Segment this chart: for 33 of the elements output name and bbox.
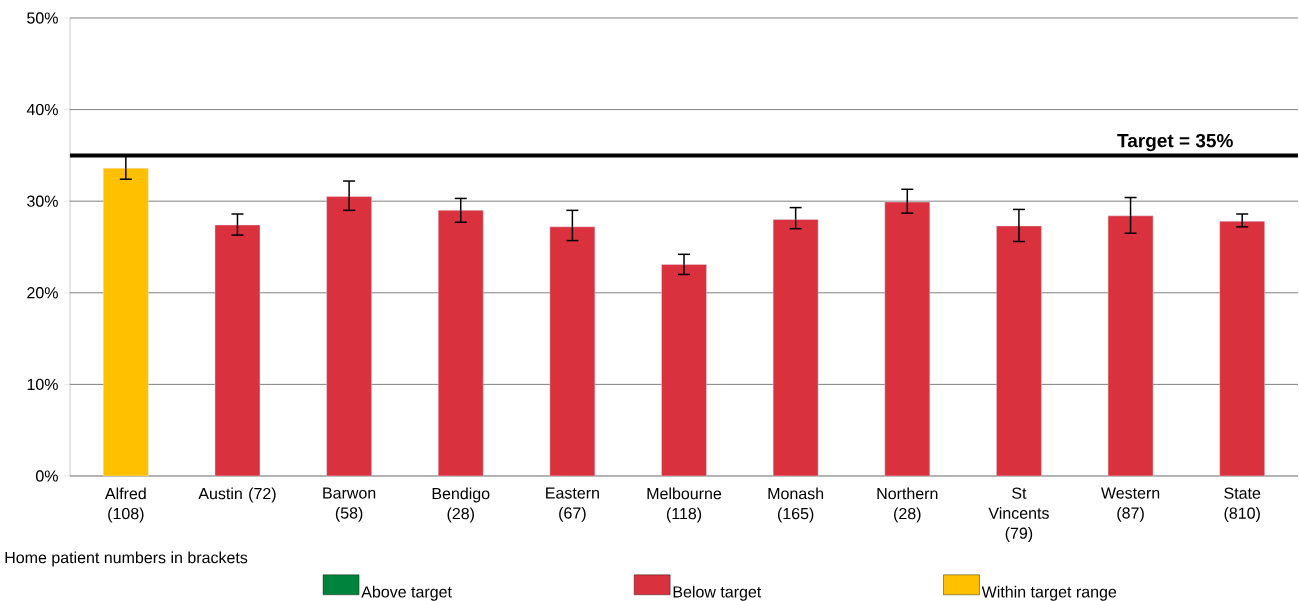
- bar: [438, 210, 484, 477]
- bar: [996, 225, 1042, 477]
- x-tick-label: Melbourne (118): [647, 487, 722, 523]
- x-tick-label: Northern (28): [877, 487, 938, 523]
- x-tick-label: Monash (165): [768, 487, 824, 523]
- y-tick-label: 20%: [27, 287, 58, 299]
- y-tick-label: 40%: [26, 103, 58, 116]
- y-tick-label: 30%: [27, 195, 58, 207]
- x-tick-label: Eastern (67): [546, 487, 599, 522]
- bar: [1107, 215, 1154, 477]
- bar: [326, 196, 372, 477]
- x-tick-label: St Vincents (79): [988, 487, 1049, 542]
- legend-label: Below target: [673, 585, 762, 601]
- y-tick-label: 10%: [27, 378, 58, 391]
- legend-label: Within target range: [981, 585, 1117, 601]
- text: Home patient numbers in brackets: [5, 551, 248, 567]
- x-tick-label: Western (87): [1101, 487, 1160, 522]
- bar: [549, 226, 596, 477]
- bar: [214, 224, 261, 477]
- bar: [1219, 221, 1265, 477]
- y-tick-label: 50%: [27, 12, 58, 24]
- y-tick-label: 0%: [35, 470, 58, 482]
- x-tick-label: Austin (72): [198, 487, 276, 503]
- bar: [884, 201, 930, 477]
- bar: [772, 219, 819, 477]
- x-tick-label: Bendigo (28): [432, 487, 490, 523]
- x-tick-label: State (810): [1224, 487, 1261, 522]
- bar: [661, 264, 707, 477]
- bar: [103, 168, 149, 477]
- x-tick-label: Alfred (108): [104, 487, 146, 523]
- x-tick-label: Barwon (58): [323, 487, 376, 522]
- legend-label: Above target: [361, 585, 452, 601]
- ref-line-label: Target = 35%: [1117, 133, 1233, 152]
